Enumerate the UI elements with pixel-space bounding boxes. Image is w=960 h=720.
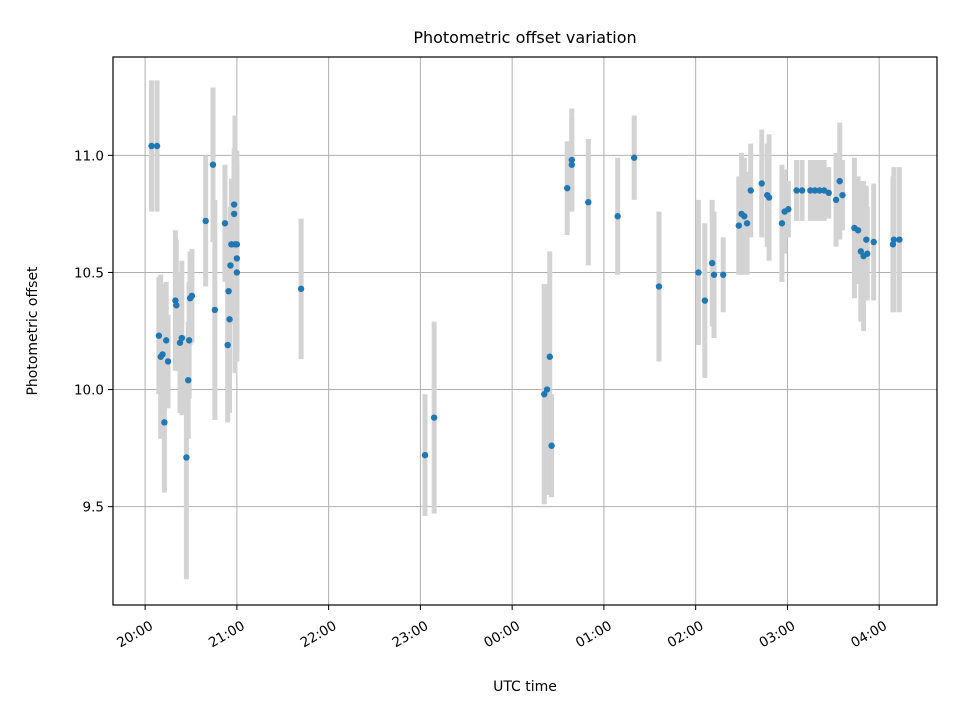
data-point [161, 419, 168, 426]
x-tick-label: 23:00 [389, 618, 431, 651]
y-tick-label: 10.5 [74, 265, 104, 281]
data-point [148, 142, 155, 150]
x-tick-label: 20:00 [114, 618, 156, 651]
data-point [173, 302, 180, 309]
data-point [185, 337, 193, 344]
data-point [832, 196, 840, 204]
data-point [585, 198, 592, 206]
data-point [836, 177, 843, 185]
y-tick-label: 10.0 [74, 383, 104, 399]
data-point [159, 351, 166, 358]
grid [113, 57, 937, 605]
data-point [164, 358, 172, 365]
data-point [227, 262, 234, 269]
data-point [765, 194, 773, 201]
data-point [857, 248, 865, 255]
data-point [701, 297, 709, 304]
data-point [854, 227, 862, 234]
data-point [548, 442, 555, 449]
chart-title: Photometric offset variation [413, 28, 636, 47]
data-point [541, 391, 548, 398]
x-tick-label: 01:00 [573, 618, 615, 651]
data-point [816, 187, 823, 194]
data-point [155, 332, 163, 339]
data-point [695, 269, 702, 276]
data-point [811, 187, 819, 194]
data-point [564, 184, 571, 192]
y-tick-label: 11.0 [74, 148, 104, 164]
data-point [568, 156, 575, 164]
data-point [568, 161, 575, 168]
data-point [225, 287, 232, 295]
data-point [233, 255, 241, 262]
data-point [614, 213, 621, 220]
data-point [720, 271, 727, 278]
data-point [183, 454, 190, 461]
data-point [209, 161, 217, 168]
x-tick-label: 00:00 [481, 618, 523, 651]
data-points [148, 142, 903, 461]
data-point [153, 142, 161, 150]
data-point [546, 353, 553, 360]
data-point [747, 187, 754, 194]
data-point [211, 306, 219, 314]
data-point [708, 259, 716, 267]
x-tick-label: 03:00 [757, 618, 799, 651]
data-point [233, 269, 241, 276]
data-point [178, 334, 186, 342]
y-tick-label: 9.5 [83, 500, 104, 516]
x-tick-label: 22:00 [298, 618, 340, 651]
x-axis-label: UTC time [493, 679, 557, 695]
data-point [839, 191, 846, 199]
data-point [778, 220, 786, 227]
data-point [758, 180, 765, 187]
data-point [224, 341, 231, 349]
y-axis-ticks: 9.5 10.0 10.5 11.0 [74, 148, 113, 516]
data-point [870, 238, 877, 246]
plot-area-frame [112, 56, 938, 606]
data-point [863, 236, 870, 243]
y-axis-label: Photometric offset [25, 266, 41, 396]
x-tick-label: 21:00 [206, 618, 248, 651]
data-point [543, 386, 551, 393]
data-point [807, 187, 814, 194]
data-point [202, 217, 209, 225]
data-point [421, 451, 429, 459]
data-point [655, 283, 663, 290]
data-point [798, 187, 806, 194]
data-point [233, 241, 241, 248]
data-point [230, 201, 238, 208]
data-point [230, 210, 238, 218]
data-point [630, 154, 638, 161]
data-point [890, 236, 898, 243]
data-point [430, 414, 438, 421]
data-point [188, 292, 196, 300]
data-point [221, 220, 229, 227]
data-point [226, 316, 233, 323]
data-point [735, 222, 742, 229]
data-point [741, 213, 748, 220]
x-tick-label: 02:00 [665, 618, 707, 651]
data-point [185, 376, 192, 384]
x-tick-label: 04:00 [848, 618, 890, 651]
data-point [785, 206, 792, 213]
data-point [297, 285, 305, 293]
data-point [896, 236, 903, 243]
data-point [825, 189, 832, 197]
data-point [163, 337, 170, 344]
data-point [864, 250, 871, 257]
data-point [743, 220, 751, 227]
data-point [710, 271, 718, 278]
x-axis-ticks: 20:00 21:00 22:00 23:00 00:00 01:00 02:00 03:00… [114, 605, 890, 651]
data-point [793, 187, 800, 194]
